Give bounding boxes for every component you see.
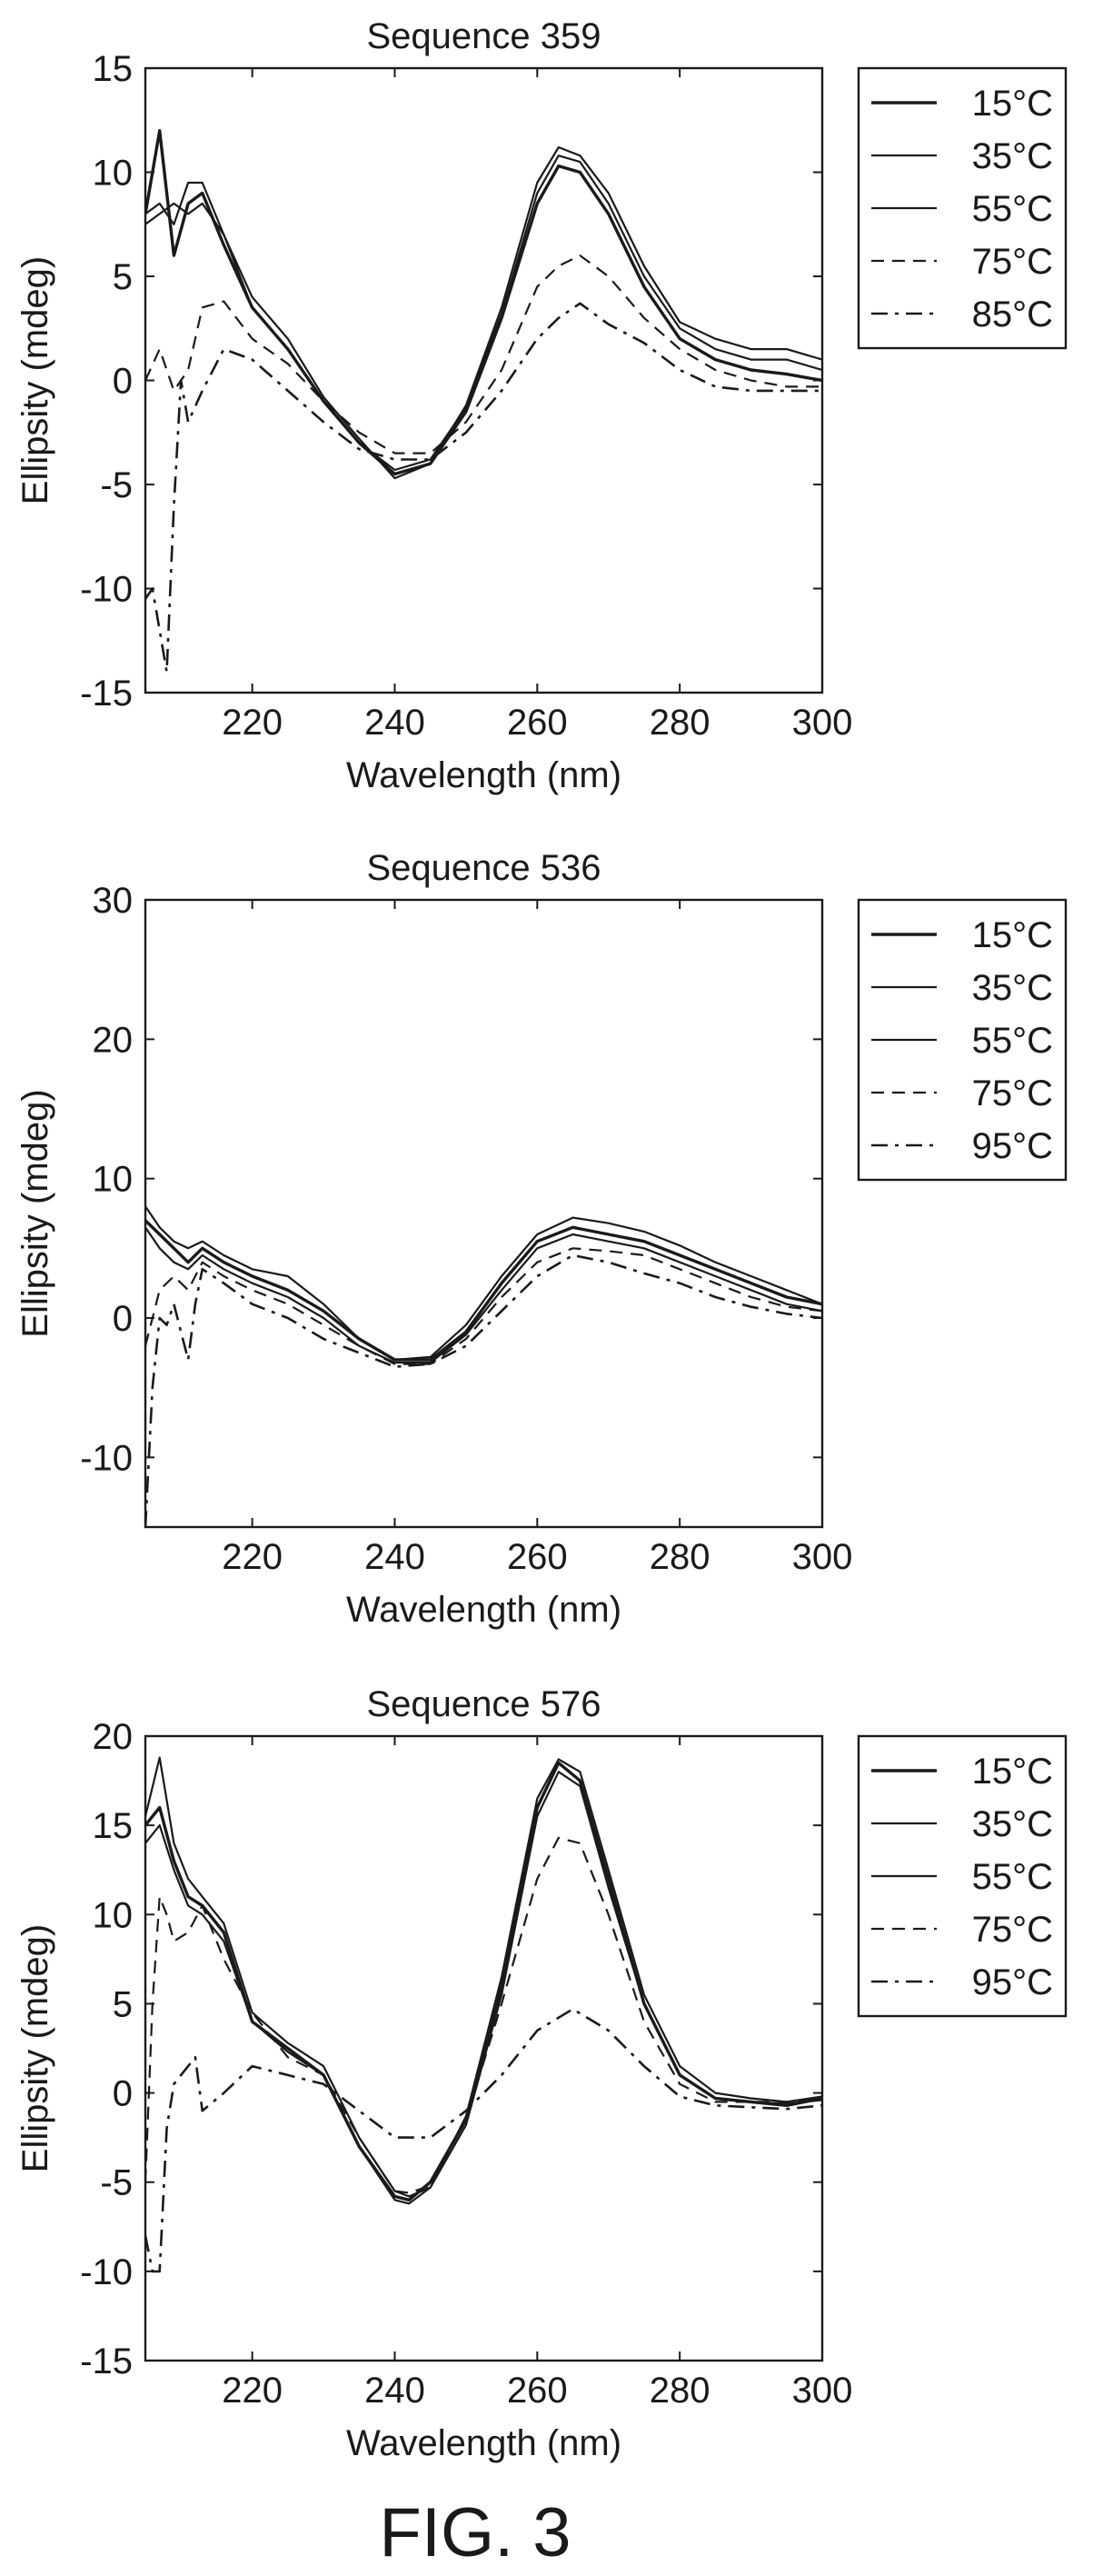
series-group — [145, 1205, 822, 1527]
series-line-15c — [145, 129, 822, 476]
y-tick-label: -10 — [80, 570, 133, 610]
legend-label: 75°C — [972, 1073, 1053, 1113]
y-tick-label: -5 — [100, 465, 133, 505]
legend-label: 15°C — [972, 915, 1053, 955]
x-tick-label: 220 — [222, 1537, 283, 1577]
y-axis-label: Ellipsity (mdeg) — [15, 1089, 55, 1337]
legend-label: 15°C — [972, 84, 1053, 124]
legend-label: 55°C — [972, 1021, 1053, 1061]
legend-label: 35°C — [972, 136, 1053, 176]
legend: 15°C 35°C 55°C 75°C 95°C — [857, 1734, 1068, 2018]
chart-title: Sequence 359 — [366, 16, 601, 56]
legend-label: 55°C — [972, 1857, 1053, 1897]
x-tick-label: 220 — [222, 703, 283, 743]
x-tick-label: 300 — [792, 1537, 853, 1577]
plot-frame — [144, 1734, 824, 2362]
series-line-35c — [145, 145, 822, 480]
series-line-15c — [145, 1219, 822, 1362]
y-tick-label: 20 — [93, 1020, 134, 1060]
x-tick-label: 260 — [507, 1537, 568, 1577]
legend-box — [857, 1734, 1068, 2018]
y-tick-label: 10 — [93, 1160, 134, 1200]
y-tick-label: 5 — [113, 257, 133, 297]
chart-sequence-576: Sequence 576 220 240 260 280 300 20 15 10 5 0 -5 -10… — [15, 1684, 1068, 2463]
series-line-55c — [145, 1771, 822, 2205]
x-tick-label: 260 — [507, 703, 568, 743]
x-axis-label: Wavelength (nm) — [346, 1590, 621, 1630]
series-line-75c — [145, 1836, 822, 2194]
y-tick-label: 10 — [93, 154, 134, 194]
y-tick-label: -10 — [80, 2252, 133, 2292]
y-axis-label: Ellipsity (mdeg) — [15, 256, 55, 504]
x-tick-label: 280 — [650, 703, 710, 743]
plot-frame — [144, 898, 824, 1529]
y-tick-label: 15 — [93, 1806, 134, 1846]
legend-label: 85°C — [972, 295, 1053, 334]
series-line-75c — [145, 255, 822, 454]
y-tick-label: 5 — [113, 1984, 133, 2024]
series-line-55c — [145, 1226, 822, 1364]
x-tick-label: 260 — [507, 2371, 568, 2411]
x-tick-label: 280 — [650, 2371, 710, 2411]
series-line-95c — [145, 1253, 822, 1527]
y-tick-label: 0 — [113, 2074, 133, 2114]
x-tick-label: 240 — [364, 1537, 425, 1577]
legend-box — [857, 66, 1068, 350]
x-tick-label: 240 — [364, 2371, 425, 2411]
series-line-35c — [145, 1205, 822, 1362]
legend: 15°C 35°C 55°C 75°C 95°C — [857, 898, 1068, 1182]
x-axis-label: Wavelength (nm) — [346, 755, 621, 795]
legend-label: 55°C — [972, 189, 1053, 229]
series-line-35c — [145, 1756, 822, 2198]
legend-label: 15°C — [972, 1752, 1053, 1792]
x-tick-label: 300 — [792, 2371, 853, 2411]
y-tick-label: 0 — [113, 1299, 133, 1339]
x-tick-label: 220 — [222, 2371, 283, 2411]
x-tick-label: 240 — [364, 703, 425, 743]
x-tick-label: 300 — [792, 703, 853, 743]
series-line-15c — [145, 1761, 822, 2202]
legend-box — [857, 898, 1068, 1182]
y-tick-label: -15 — [80, 674, 133, 714]
series-line-85c — [145, 302, 822, 674]
chart-sequence-359: Sequence 359 220 240 260 280 300 15 10 5 0 -5 -10 -1… — [15, 16, 1068, 795]
figure-caption: FIG. 3 — [379, 2494, 571, 2571]
y-tick-label: 20 — [93, 1717, 134, 1757]
x-tick-label: 280 — [650, 1537, 710, 1577]
series-line-95c — [145, 2008, 822, 2273]
y-tick-label: -10 — [80, 1438, 133, 1478]
legend-label: 75°C — [972, 1910, 1053, 1950]
legend: 15°C 35°C 55°C 75°C 85°C — [857, 66, 1068, 350]
legend-label: 95°C — [972, 1126, 1053, 1166]
y-axis-label: Ellipsity (mdeg) — [15, 1924, 55, 2172]
series-group — [145, 129, 822, 674]
y-tick-label: 10 — [93, 1895, 134, 1935]
legend-label: 35°C — [972, 1804, 1053, 1844]
y-tick-label: 0 — [113, 362, 133, 402]
chart-title: Sequence 536 — [366, 848, 601, 888]
y-tick-label: -5 — [100, 2163, 133, 2203]
chart-title: Sequence 576 — [366, 1684, 601, 1724]
series-line-55c — [145, 155, 822, 472]
y-tick-label: 30 — [93, 881, 134, 921]
plot-frame — [144, 66, 824, 694]
legend-label: 95°C — [972, 1962, 1053, 2002]
x-axis-label: Wavelength (nm) — [346, 2423, 621, 2463]
y-tick-label: -15 — [80, 2341, 133, 2381]
series-group — [145, 1756, 822, 2273]
legend-label: 35°C — [972, 968, 1053, 1008]
chart-sequence-536: Sequence 536 220 240 260 280 300 30 20 10 0 -10 Wav… — [15, 848, 1068, 1630]
y-tick-label: 15 — [93, 49, 134, 89]
legend-label: 75°C — [972, 242, 1053, 282]
series-line-75c — [145, 1247, 822, 1365]
